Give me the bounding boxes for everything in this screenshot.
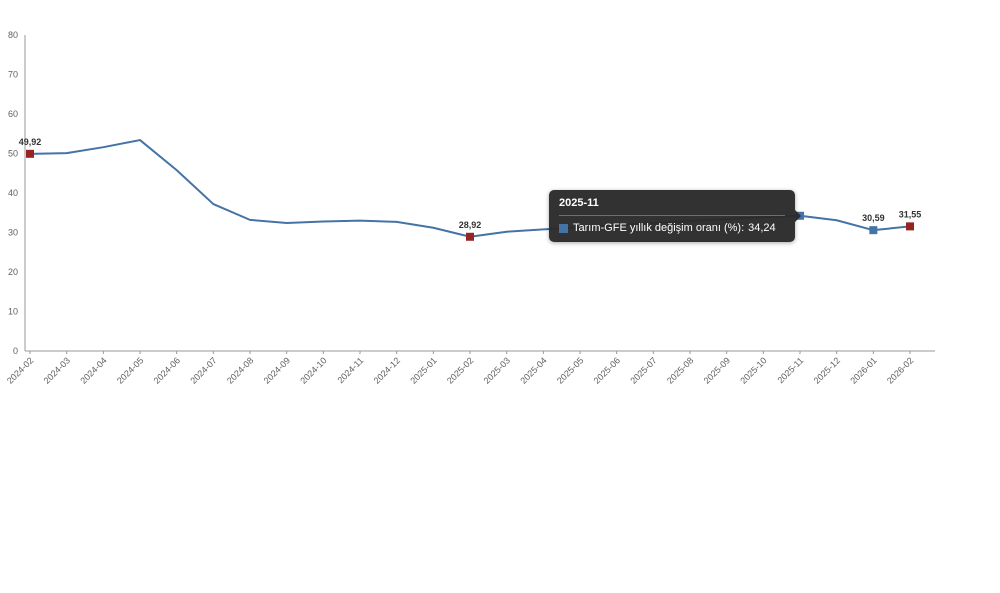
- point-label-2024-02: 49,92: [19, 137, 42, 147]
- tooltip-value: 34,24: [748, 222, 776, 234]
- series-swatch-icon: [559, 224, 568, 233]
- tooltip-row: Tarım-GFE yıllık değişim oranı (%): 34,2…: [559, 222, 785, 235]
- svg-text:2025-03: 2025-03: [482, 355, 512, 385]
- svg-text:2024-08: 2024-08: [225, 355, 255, 385]
- x-axis-labels: 2024-02 2024-03 2024-04 2024-05 2024-06 2024-…: [5, 355, 915, 385]
- svg-text:2025-04: 2025-04: [518, 355, 548, 385]
- svg-text:30: 30: [8, 228, 18, 238]
- svg-text:2024-07: 2024-07: [188, 355, 218, 385]
- svg-text:2025-01: 2025-01: [408, 355, 438, 385]
- svg-text:2025-08: 2025-08: [665, 355, 695, 385]
- point-marker-2024-02[interactable]: [26, 149, 34, 158]
- svg-text:2024-03: 2024-03: [42, 355, 72, 385]
- svg-text:20: 20: [8, 267, 18, 277]
- point-label-2026-02: 31,55: [899, 209, 922, 219]
- point-marker-2026-02[interactable]: [906, 222, 914, 231]
- svg-text:2024-05: 2024-05: [115, 355, 145, 385]
- svg-text:2025-10: 2025-10: [738, 355, 768, 385]
- svg-text:2024-10: 2024-10: [298, 355, 328, 385]
- svg-text:2024-04: 2024-04: [78, 355, 108, 385]
- chart-tooltip: 2025-11 Tarım-GFE yıllık değişim oranı (…: [549, 190, 801, 242]
- svg-text:2025-06: 2025-06: [592, 355, 622, 385]
- point-marker-2025-02[interactable]: [466, 232, 474, 241]
- svg-text:70: 70: [8, 70, 18, 80]
- svg-text:2025-09: 2025-09: [702, 355, 732, 385]
- svg-text:2025-05: 2025-05: [555, 355, 585, 385]
- svg-text:50: 50: [8, 149, 18, 159]
- svg-text:2024-11: 2024-11: [335, 355, 365, 385]
- svg-text:10: 10: [8, 307, 18, 317]
- svg-text:2025-07: 2025-07: [628, 355, 658, 385]
- svg-text:2024-06: 2024-06: [152, 355, 182, 385]
- chart-area: 0 10 20 30 40 50 60 70 80 2024-02 2024-03 2024-04 20…: [0, 0, 1000, 430]
- tooltip-title: 2025-11: [559, 197, 599, 209]
- point-marker-2026-01[interactable]: [869, 226, 878, 235]
- svg-text:0: 0: [13, 346, 18, 356]
- axes: [24, 35, 935, 354]
- point-label-2026-01: 30,59: [862, 213, 885, 223]
- svg-text:2025-12: 2025-12: [812, 355, 842, 385]
- svg-text:2026-01: 2026-01: [848, 355, 878, 385]
- svg-text:40: 40: [8, 188, 18, 198]
- svg-text:2024-12: 2024-12: [372, 355, 402, 385]
- svg-text:2025-02: 2025-02: [445, 355, 475, 385]
- y-axis-labels: 0 10 20 30 40 50 60 70 80: [8, 30, 18, 356]
- tooltip-divider: [559, 215, 785, 216]
- tooltip-callout-arrow: [795, 210, 801, 222]
- svg-text:2026-02: 2026-02: [885, 355, 915, 385]
- svg-text:2024-02: 2024-02: [5, 355, 35, 385]
- tooltip-series-label: Tarım-GFE yıllık değişim oranı (%):: [573, 222, 745, 234]
- svg-text:60: 60: [8, 109, 18, 119]
- point-label-2025-02: 28,92: [459, 220, 482, 230]
- svg-text:2025-11: 2025-11: [775, 355, 805, 385]
- svg-text:2024-09: 2024-09: [262, 355, 292, 385]
- svg-text:80: 80: [8, 30, 18, 40]
